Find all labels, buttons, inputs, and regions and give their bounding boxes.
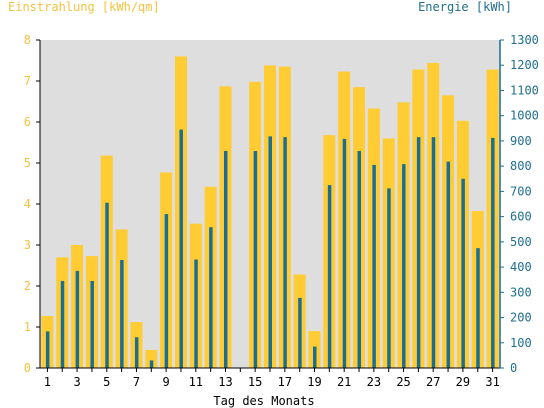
energy-bar	[45, 331, 50, 368]
x-tick-label: 13	[218, 375, 232, 389]
energy-bar	[105, 202, 109, 368]
energy-bar	[149, 360, 154, 368]
energy-bar	[446, 161, 451, 368]
x-tick-label: 1	[44, 375, 51, 389]
right-tick-label: 900	[510, 134, 532, 148]
x-tick-label: 9	[163, 375, 170, 389]
x-tick-label: 11	[189, 375, 203, 389]
x-tick-label: 27	[426, 375, 440, 389]
left-tick-label: 4	[24, 197, 31, 211]
energy-bar	[120, 260, 124, 368]
left-axis-title: Einstrahlung [kWh/qm]	[8, 0, 160, 14]
energy-bar	[461, 178, 465, 368]
energy-bar	[60, 280, 65, 368]
energy-bar	[283, 137, 287, 368]
right-tick-label: 600	[510, 210, 532, 224]
right-tick-label: 1100	[510, 83, 539, 97]
left-tick-label: 6	[24, 115, 31, 129]
right-tick-label: 500	[510, 235, 532, 249]
right-tick-label: 400	[510, 260, 532, 274]
left-tick-label: 3	[24, 238, 31, 252]
x-tick-label: 29	[456, 375, 470, 389]
x-tick-label: 3	[73, 375, 80, 389]
energy-bar	[268, 136, 272, 368]
left-tick-label: 5	[24, 156, 31, 170]
right-tick-label: 1300	[510, 33, 539, 47]
energy-bar	[223, 151, 228, 368]
energy-bar	[491, 137, 495, 368]
left-tick-label: 1	[24, 320, 31, 334]
x-axis-ticks: 1 3 5 7 9 11 13 15 17 19 21 23 25 27 29 31	[44, 368, 500, 389]
x-tick-label: 31	[485, 375, 499, 389]
right-axis-title: Energie [kWh]	[418, 0, 512, 14]
energy-bar	[313, 346, 317, 368]
x-tick-label: 19	[307, 375, 321, 389]
energy-bar	[476, 248, 480, 368]
x-tick-label: 25	[396, 375, 410, 389]
left-tick-label: 0	[24, 361, 31, 375]
energy-bar	[194, 259, 198, 368]
energy-bar	[90, 280, 94, 368]
left-tick-label: 7	[24, 74, 31, 88]
right-tick-label: 100	[510, 336, 532, 350]
energy-bar	[75, 270, 80, 368]
right-tick-label: 200	[510, 311, 532, 325]
energy-bar	[372, 164, 376, 368]
x-tick-label: 17	[278, 375, 292, 389]
x-tick-label: 7	[133, 375, 140, 389]
energy-bar	[164, 214, 169, 368]
energy-bar	[342, 138, 347, 368]
x-tick-label: 15	[248, 375, 262, 389]
left-axis-ticks: 0 1 2 3 4 5 6 7 8	[24, 33, 40, 375]
right-axis-ticks: 0 100 200 300 400 500 600 700 800 900 1000 1100 1200…	[500, 33, 539, 375]
energy-bar	[134, 337, 139, 368]
energy-bar	[357, 151, 362, 368]
right-tick-label: 800	[510, 159, 532, 173]
right-tick-label: 1200	[510, 58, 539, 72]
x-axis-title: Tag des Monats	[213, 394, 314, 408]
energy-bar	[387, 188, 391, 368]
right-tick-label: 1000	[510, 109, 539, 123]
irradiation-bar	[145, 349, 158, 368]
right-tick-label: 300	[510, 285, 532, 299]
energy-bar	[298, 297, 302, 368]
right-tick-label: 0	[510, 361, 517, 375]
right-tick-label: 700	[510, 184, 532, 198]
x-tick-label: 21	[337, 375, 351, 389]
x-tick-label: 5	[103, 375, 110, 389]
energy-bar	[431, 137, 436, 368]
energy-bar	[327, 185, 332, 368]
energy-bar	[416, 137, 421, 368]
left-tick-label: 2	[24, 279, 31, 293]
energy-bar	[402, 164, 406, 368]
energy-bar	[253, 151, 258, 368]
energy-bars	[45, 129, 495, 368]
x-tick-label: 23	[367, 375, 381, 389]
left-tick-label: 8	[24, 33, 31, 47]
energy-bar	[209, 227, 213, 368]
energy-bar	[179, 129, 183, 368]
